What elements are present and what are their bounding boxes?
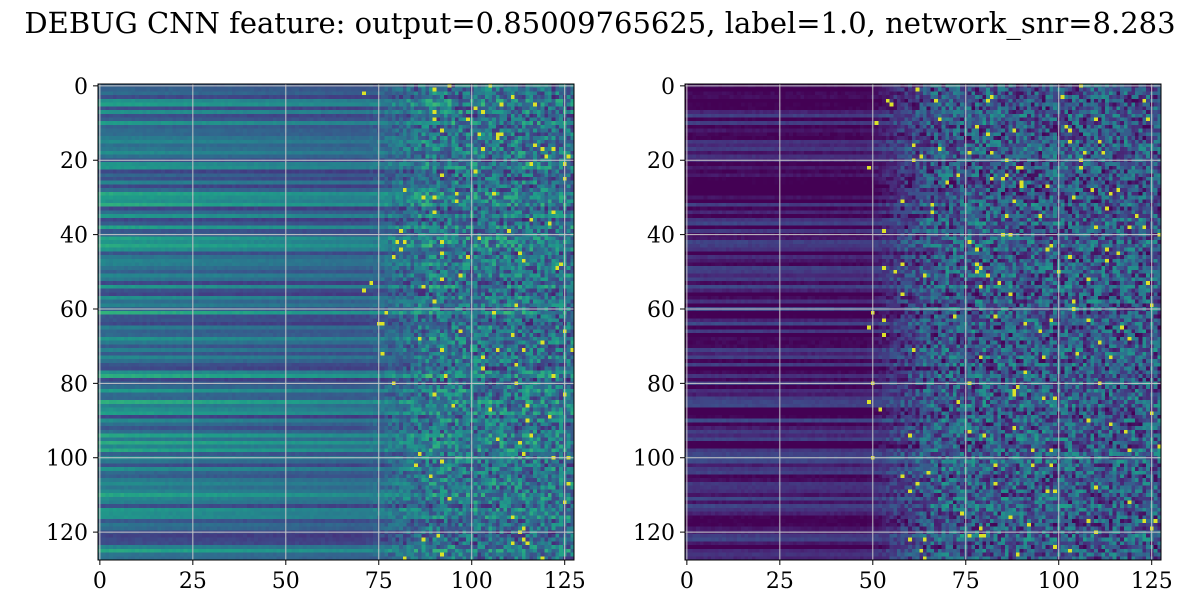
x-tick-label: 75 bbox=[952, 569, 980, 594]
y-tick-label: 120 bbox=[633, 521, 675, 546]
y-tick-label: 20 bbox=[647, 149, 675, 174]
x-tick-label: 125 bbox=[1131, 569, 1173, 594]
heatmap-cells bbox=[98, 84, 574, 560]
x-tick-label: 0 bbox=[93, 569, 107, 594]
y-tick-label: 60 bbox=[60, 298, 88, 323]
x-tick-label: 0 bbox=[680, 569, 694, 594]
y-tick-label: 40 bbox=[647, 224, 675, 249]
y-tick-label: 40 bbox=[60, 224, 88, 249]
x-tick-label: 100 bbox=[1038, 569, 1080, 594]
y-tick-label: 80 bbox=[60, 372, 88, 397]
axes-frame bbox=[97, 83, 575, 561]
heatmap-cells bbox=[685, 84, 1161, 560]
y-tick-label: 20 bbox=[60, 149, 88, 174]
y-tick-label: 0 bbox=[661, 75, 675, 100]
y-tick-label: 120 bbox=[46, 521, 88, 546]
x-tick-label: 125 bbox=[544, 569, 586, 594]
y-tick-label: 100 bbox=[46, 447, 88, 472]
y-tick-label: 0 bbox=[74, 75, 88, 100]
heatmap-left: 0 25 50 75 100 125 0 20 40 60 80 100 120 bbox=[46, 75, 586, 594]
figure-title: DEBUG CNN feature: output=0.85009765625,… bbox=[24, 6, 1176, 40]
axes-frame bbox=[684, 83, 1162, 561]
y-tick-label: 60 bbox=[647, 298, 675, 323]
y-tick-label: 80 bbox=[647, 372, 675, 397]
x-tick-label: 50 bbox=[859, 569, 887, 594]
x-tick-label: 100 bbox=[451, 569, 493, 594]
y-tick-label: 100 bbox=[633, 447, 675, 472]
heatmap-right: 0 25 50 75 100 125 0 20 40 60 80 100 120 bbox=[633, 75, 1173, 594]
x-tick-label: 25 bbox=[179, 569, 207, 594]
x-tick-label: 25 bbox=[766, 569, 794, 594]
x-tick-label: 75 bbox=[365, 569, 393, 594]
x-tick-label: 50 bbox=[272, 569, 300, 594]
